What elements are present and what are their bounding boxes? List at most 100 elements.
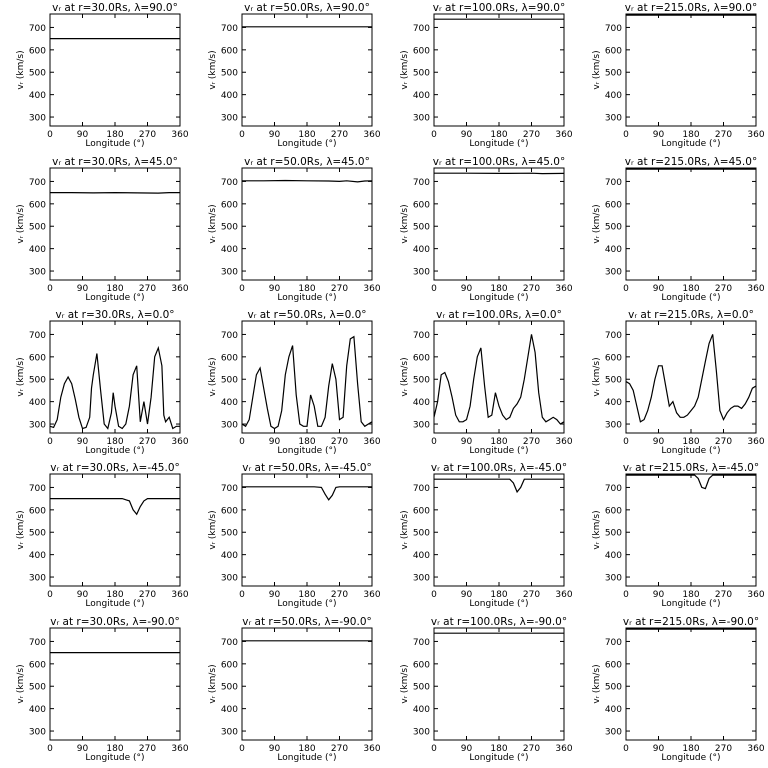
y-tick-label: 700: [413, 484, 430, 494]
x-tick-label: 360: [747, 744, 764, 754]
y-tick-label: 600: [413, 46, 430, 56]
y-axis-label: vᵣ (km/s): [16, 50, 26, 89]
x-tick-label: 360: [555, 284, 572, 294]
x-tick-label: 360: [747, 437, 764, 447]
x-tick-label: 270: [331, 284, 348, 294]
x-axis-label: Longitude (°): [661, 293, 720, 303]
plot-frame: [49, 13, 181, 127]
y-tick-label: 500: [605, 683, 622, 693]
x-tick-label: 180: [490, 590, 507, 600]
plot-frame: [433, 473, 565, 587]
x-tick-label: 0: [239, 590, 245, 600]
chart-title: vᵣ at r=50.0Rs, λ=45.0°: [244, 156, 370, 168]
y-tick-label: 400: [605, 91, 622, 101]
chart-title: vᵣ at r=215.0Rs, λ=-45.0°: [623, 462, 759, 474]
x-tick-label: 180: [490, 284, 507, 294]
x-axis-label: Longitude (°): [469, 446, 528, 456]
plot-frame: [625, 627, 757, 741]
plot-frame: [433, 627, 565, 741]
x-tick-label: 90: [461, 284, 473, 294]
chart-title: vᵣ at r=30.0Rs, λ=0.0°: [55, 309, 174, 321]
chart-title: vᵣ at r=30.0Rs, λ=45.0°: [52, 156, 178, 168]
x-tick-label: 0: [623, 130, 629, 140]
y-tick-label: 700: [29, 24, 46, 34]
plot-frame: [625, 167, 757, 281]
y-tick-label: 300: [605, 574, 622, 584]
plot-frame: [433, 13, 565, 127]
y-tick-label: 500: [29, 376, 46, 386]
x-tick-label: 0: [623, 744, 629, 754]
chart-title: vᵣ at r=50.0Rs, λ=0.0°: [247, 309, 366, 321]
y-tick-label: 400: [413, 245, 430, 255]
x-tick-label: 360: [747, 130, 764, 140]
chart-title: vᵣ at r=215.0Rs, λ=-90.0°: [623, 616, 759, 628]
x-tick-label: 0: [623, 590, 629, 600]
x-tick-label: 270: [523, 130, 540, 140]
chart-panel-18: vᵣ at r=50.0Rs, λ=-90.0° 0 90 180 270 360 300 4…: [208, 616, 381, 763]
x-tick-label: 180: [106, 590, 123, 600]
y-axis-label: vᵣ (km/s): [16, 510, 26, 549]
y-tick-label: 300: [605, 421, 622, 431]
y-tick-label: 500: [221, 376, 238, 386]
y-tick-label: 400: [221, 705, 238, 715]
x-tick-label: 360: [555, 437, 572, 447]
x-tick-label: 270: [139, 744, 156, 754]
x-axis-label: Longitude (°): [85, 753, 144, 763]
chart-title: vᵣ at r=50.0Rs, λ=-45.0°: [242, 462, 372, 474]
y-tick-label: 700: [605, 484, 622, 494]
chart-title: vᵣ at r=215.0Rs, λ=45.0°: [625, 156, 757, 168]
y-tick-label: 600: [605, 353, 622, 363]
y-tick-label: 300: [413, 574, 430, 584]
y-tick-label: 600: [605, 200, 622, 210]
chart-panel-4: vᵣ at r=215.0Rs, λ=90.0° 0 90 180 270 360 300 4…: [592, 2, 765, 149]
y-tick-label: 500: [413, 529, 430, 539]
y-tick-label: 600: [605, 506, 622, 516]
series-line: [242, 335, 372, 430]
x-tick-label: 270: [331, 130, 348, 140]
x-tick-label: 0: [47, 744, 53, 754]
x-tick-label: 360: [555, 590, 572, 600]
chart-panel-12: vᵣ at r=215.0Rs, λ=0.0° 0 90 180 270 360 300 40…: [592, 309, 765, 456]
y-tick-label: 500: [29, 683, 46, 693]
y-tick-label: 700: [29, 178, 46, 188]
x-tick-label: 0: [47, 284, 53, 294]
y-tick-label: 400: [221, 91, 238, 101]
x-tick-label: 90: [461, 130, 473, 140]
y-tick-label: 700: [605, 331, 622, 341]
x-tick-label: 360: [747, 590, 764, 600]
x-tick-label: 270: [715, 437, 732, 447]
y-axis-label: vᵣ (km/s): [16, 357, 26, 396]
x-axis-label: Longitude (°): [661, 139, 720, 149]
y-tick-label: 300: [29, 728, 46, 738]
y-tick-label: 700: [221, 484, 238, 494]
plot-frame: [625, 13, 757, 127]
y-tick-label: 500: [413, 376, 430, 386]
x-tick-label: 270: [139, 590, 156, 600]
chart-panel-20: vᵣ at r=215.0Rs, λ=-90.0° 0 90 180 270 360 300…: [592, 616, 765, 763]
chart-title: vᵣ at r=100.0Rs, λ=0.0°: [436, 309, 562, 321]
chart-panel-2: vᵣ at r=50.0Rs, λ=90.0° 0 90 180 270 360 300 40…: [208, 2, 381, 149]
y-tick-label: 400: [605, 398, 622, 408]
y-tick-label: 400: [29, 398, 46, 408]
y-tick-label: 300: [605, 268, 622, 278]
x-tick-label: 180: [298, 437, 315, 447]
y-tick-label: 500: [221, 223, 238, 233]
chart-panel-8: vᵣ at r=215.0Rs, λ=45.0° 0 90 180 270 360 300 4…: [592, 156, 765, 303]
x-tick-label: 270: [715, 130, 732, 140]
x-tick-label: 0: [431, 744, 437, 754]
y-tick-label: 600: [221, 506, 238, 516]
x-tick-label: 360: [363, 284, 380, 294]
x-tick-label: 270: [331, 437, 348, 447]
y-axis-label: vᵣ (km/s): [16, 204, 26, 243]
y-tick-label: 300: [221, 728, 238, 738]
y-tick-label: 300: [29, 268, 46, 278]
x-axis-label: Longitude (°): [277, 599, 336, 609]
y-tick-label: 700: [221, 331, 238, 341]
y-tick-label: 400: [221, 551, 238, 561]
y-tick-label: 600: [413, 353, 430, 363]
x-tick-label: 180: [490, 437, 507, 447]
x-axis-label: Longitude (°): [277, 139, 336, 149]
chart-title: vᵣ at r=215.0Rs, λ=90.0°: [625, 2, 757, 14]
x-axis-label: Longitude (°): [661, 446, 720, 456]
